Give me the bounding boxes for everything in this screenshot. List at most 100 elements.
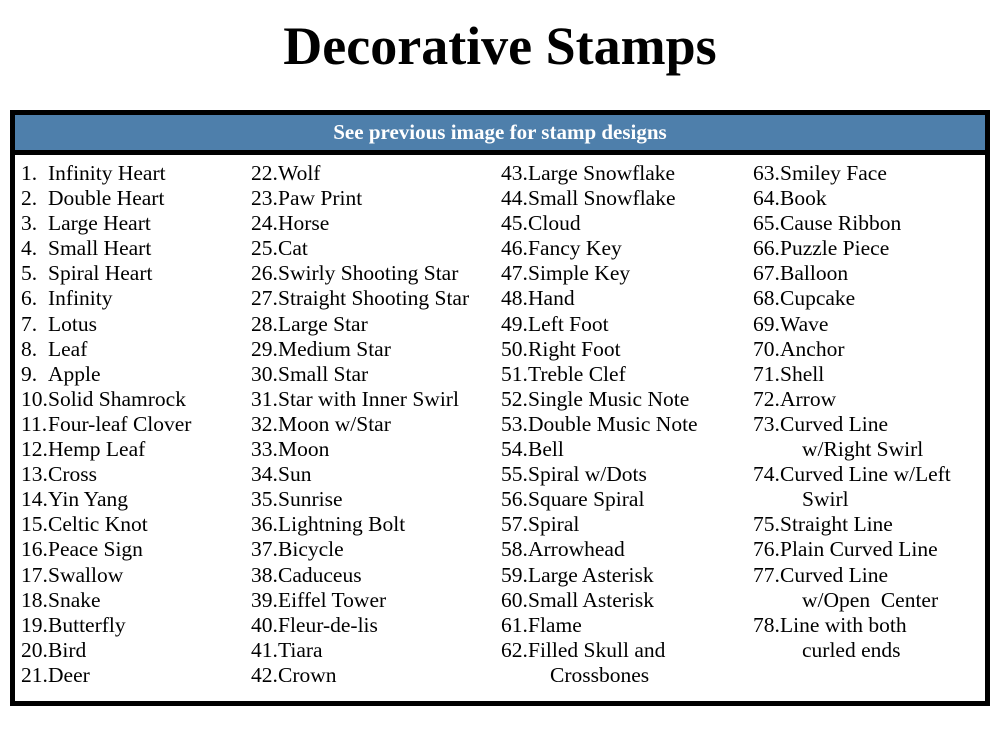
- list-item-label: Caduceus: [278, 563, 501, 588]
- list-item-label: Snake: [48, 588, 251, 613]
- list-item-label-line1: Medium Star: [278, 336, 391, 361]
- list-item-number: 14.: [21, 487, 48, 512]
- list-item-label: Filled Skull and Crossbones: [528, 638, 753, 688]
- list-item-label-line1: Cross: [48, 462, 97, 487]
- list-item-number: 3.: [21, 211, 38, 236]
- list-item-label-line1: Puzzle Piece: [780, 236, 890, 261]
- list-item-number: 26.: [251, 261, 278, 286]
- list-item-number: 71.: [753, 361, 780, 386]
- list-item: 9. Apple: [21, 362, 251, 387]
- list-item-number: 16.: [21, 537, 48, 562]
- list-item: 48. Hand: [501, 286, 753, 311]
- list-item: 36. Lightning Bolt: [251, 512, 501, 537]
- list-item-number: 18.: [21, 587, 48, 612]
- list-item-label-line1: Filled Skull and: [528, 637, 666, 662]
- stamp-column-2: 22. Wolf 23. Paw Print 24. Horse 25. Cat 26. Swir…: [251, 161, 501, 688]
- list-item-label: Plain Curved Line: [780, 537, 985, 562]
- banner-label: See previous image for stamp designs: [333, 119, 667, 144]
- list-item-number: 48.: [501, 286, 528, 311]
- list-item-label: Cat: [278, 236, 501, 261]
- list-item-label-line1: Hand: [528, 286, 575, 311]
- list-item-label-line1: Bicycle: [278, 537, 344, 562]
- list-item: 15. Celtic Knot: [21, 512, 251, 537]
- list-item-label-line1: Double Heart: [48, 186, 165, 211]
- list-item-number: 2.: [21, 186, 38, 211]
- list-item-label-line1: Wave: [780, 311, 829, 336]
- list-item: 64. Book: [753, 186, 985, 211]
- list-item-label: Straight Shooting Star: [278, 286, 501, 311]
- list-item-number: 59.: [501, 562, 528, 587]
- list-item-number: 31.: [251, 386, 278, 411]
- list-item-number: 45.: [501, 211, 528, 236]
- list-item: 37. Bicycle: [251, 537, 501, 562]
- list-item-label: Cross: [48, 462, 251, 487]
- list-item-label: Bicycle: [278, 537, 501, 562]
- list-item-number: 57.: [501, 512, 528, 537]
- list-item-label-line1: Shell: [780, 361, 825, 386]
- list-item-label-line1: Cause Ribbon: [780, 211, 902, 236]
- list-item-number: 61.: [501, 612, 528, 637]
- list-item-label: Curved Line w/Open Center: [780, 563, 985, 613]
- list-item-label-line1: Line with both: [780, 612, 907, 637]
- list-item-number: 6.: [21, 286, 38, 311]
- list-item: 4. Small Heart: [21, 236, 251, 261]
- list-item-label-line1: Paw Print: [278, 186, 363, 211]
- list-item: 27. Straight Shooting Star: [251, 286, 501, 311]
- list-item: 61. Flame: [501, 613, 753, 638]
- list-item-label-line1: Peace Sign: [48, 537, 143, 562]
- list-item-label-line1: Small Heart: [48, 236, 152, 261]
- list-item-number: 9.: [21, 361, 38, 386]
- list-item-label: Square Spiral: [528, 487, 753, 512]
- list-item-label: Large Heart: [48, 211, 251, 236]
- list-item: 46. Fancy Key: [501, 236, 753, 261]
- list-item-number: 68.: [753, 286, 780, 311]
- list-item-number: 47.: [501, 261, 528, 286]
- list-item: 16. Peace Sign: [21, 537, 251, 562]
- list-item: 69. Wave: [753, 312, 985, 337]
- list-item-label-line1: Sun: [278, 462, 312, 487]
- list-item-label-line1: Deer: [48, 662, 90, 687]
- list-item: 28. Large Star: [251, 312, 501, 337]
- list-item-label-line2: Swirl: [802, 487, 849, 512]
- list-item: 7. Lotus: [21, 312, 251, 337]
- list-item-label: Cloud: [528, 211, 753, 236]
- list-item-label: Paw Print: [278, 186, 501, 211]
- list-item-label-line1: Small Asterisk: [528, 587, 655, 612]
- list-item-number: 13.: [21, 462, 48, 487]
- list-item: 51. Treble Clef: [501, 362, 753, 387]
- list-item-number: 15.: [21, 512, 48, 537]
- list-item: 21. Deer: [21, 663, 251, 688]
- list-item-label-line1: Large Star: [278, 311, 368, 336]
- list-item-number: 58.: [501, 537, 528, 562]
- list-item-label-line1: Hemp Leaf: [48, 437, 146, 462]
- list-item-label: Leaf: [48, 337, 251, 362]
- list-item-label: Tiara: [278, 638, 501, 663]
- list-item: 63. Smiley Face: [753, 161, 985, 186]
- list-item: 41. Tiara: [251, 638, 501, 663]
- list-item-label: Wolf: [278, 161, 501, 186]
- list-item-label-line1: Eiffel Tower: [278, 587, 387, 612]
- list-item-label-line1: Curved Line w/Left: [780, 462, 951, 487]
- list-item-label: Straight Line: [780, 512, 985, 537]
- list-item-label-line1: Simple Key: [528, 261, 631, 286]
- list-item-number: 51.: [501, 361, 528, 386]
- list-item-number: 66.: [753, 236, 780, 261]
- list-item-number: 12.: [21, 437, 48, 462]
- list-item-label: Arrow: [780, 387, 985, 412]
- list-item-label-line1: Flame: [528, 612, 582, 637]
- list-item: 20. Bird: [21, 638, 251, 663]
- list-item-number: 53.: [501, 411, 528, 436]
- list-item-number: 42.: [251, 662, 278, 687]
- list-item-label-line1: Single Music Note: [528, 386, 690, 411]
- list-item-label: Moon: [278, 437, 501, 462]
- list-item-label: Arrowhead: [528, 537, 753, 562]
- list-item-label-line1: Four-leaf Clover: [48, 411, 192, 436]
- list-item-label-line1: Arrow: [780, 386, 837, 411]
- list-item-number: 27.: [251, 286, 278, 311]
- list-item: 11. Four-leaf Clover: [21, 412, 251, 437]
- list-item: 67. Balloon: [753, 261, 985, 286]
- list-item-label: Double Heart: [48, 186, 251, 211]
- list-item-label-line1: Star with Inner Swirl: [278, 386, 459, 411]
- list-item: 26. Swirly Shooting Star: [251, 261, 501, 286]
- list-item: 3. Large Heart: [21, 211, 251, 236]
